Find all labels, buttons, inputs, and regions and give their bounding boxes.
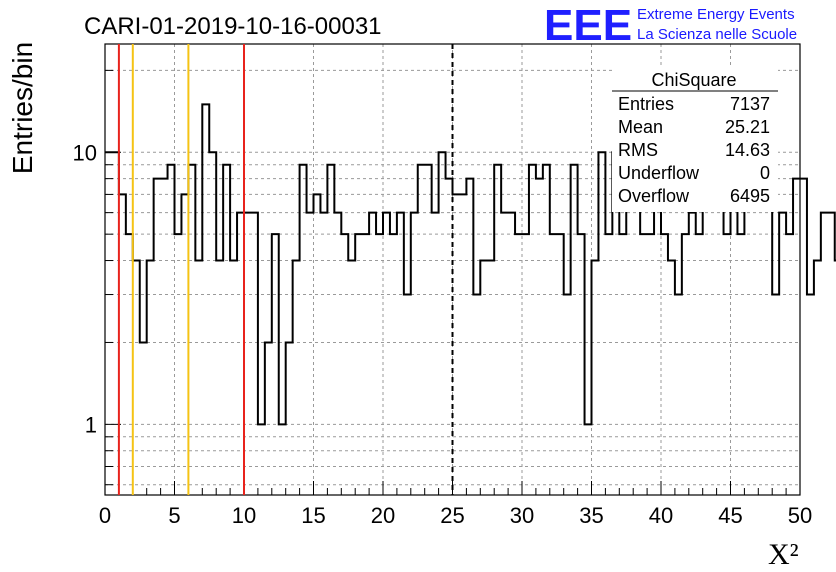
plot-area: 0 5 10 15 20 25 30 35 40 45 50 1 10 [73,43,836,528]
eee-logo: EEE Extreme Energy Events La Scienza nel… [544,1,797,50]
stat-value-mean: 25.21 [725,117,770,137]
histogram-line [105,103,836,426]
axis-ticks: 0 5 10 15 20 25 30 35 40 45 50 1 10 [73,69,812,528]
stat-label-underflow: Underflow [618,163,700,183]
marker-lines [117,44,454,495]
x-tick-label: 15 [301,503,325,528]
x-tick-label: 50 [788,503,812,528]
x-tick-label: 5 [168,503,180,528]
x-axis-label: X² [768,538,799,571]
stat-value-underflow: 0 [760,163,770,183]
stat-label-rms: RMS [618,140,658,160]
stats-box: ChiSquare Entries 7137 Mean 25.21 RMS 14… [612,66,778,212]
chart-title: CARI-01-2019-10-16-00031 [84,13,382,40]
logo-line-1: Extreme Energy Events [637,6,795,23]
stats-box-background [612,66,778,212]
x-tick-label: 45 [718,503,742,528]
stat-label-entries: Entries [618,94,674,114]
x-tick-label: 40 [649,503,673,528]
y-axis-label: Entries/bin [7,42,38,174]
x-tick-label: 25 [440,503,464,528]
stat-value-rms: 14.63 [725,140,770,160]
y-tick-label: 10 [73,140,97,165]
stat-label-mean: Mean [618,117,663,137]
x-tick-label: 30 [510,503,534,528]
eee-logo-mark: EEE [544,1,632,50]
logo-line-2: La Scienza nelle Scuole [637,26,797,43]
x-tick-label: 0 [99,503,111,528]
y-tick-label: 1 [85,412,97,437]
stats-title: ChiSquare [651,70,736,90]
stat-value-entries: 7137 [730,94,770,114]
x-tick-label: 35 [579,503,603,528]
stat-label-overflow: Overflow [618,186,690,206]
stat-value-overflow: 6495 [730,186,770,206]
x-tick-label: 20 [371,503,395,528]
x-tick-label: 10 [232,503,256,528]
